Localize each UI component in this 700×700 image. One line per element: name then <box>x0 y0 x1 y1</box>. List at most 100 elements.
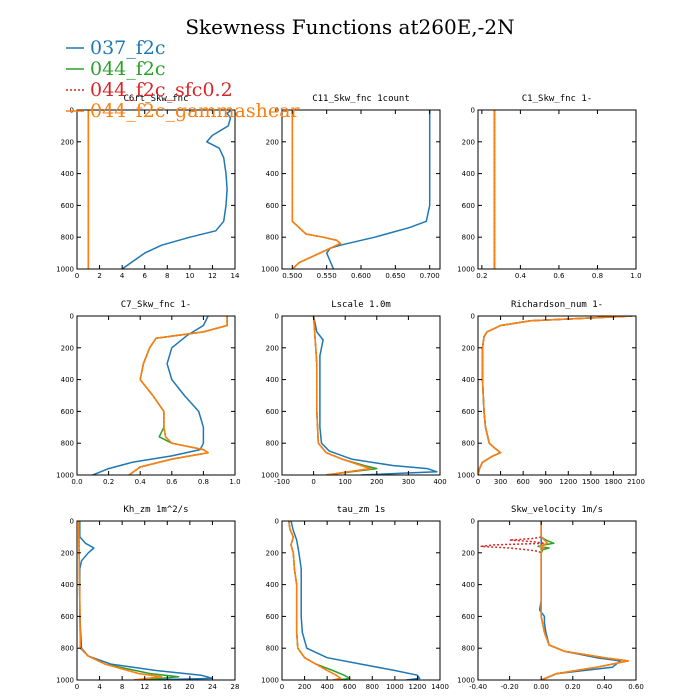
series-line-044_f2c <box>77 521 180 680</box>
series-line-044_f2c_gammashear <box>538 521 629 680</box>
y-tick-label: 1000 <box>56 266 74 274</box>
series-group <box>312 316 438 475</box>
y-tick-label: 400 <box>266 376 279 384</box>
x-tick-label: 12 <box>140 683 149 691</box>
series-line-037_f2c <box>92 316 209 475</box>
y-tick-label: 600 <box>462 408 475 416</box>
series-line-044_f2c_gammashear <box>77 521 163 680</box>
y-tick-label: 600 <box>61 408 74 416</box>
x-tick-label: 0.600 <box>351 272 371 280</box>
y-tick-label: 200 <box>462 138 475 146</box>
y-tick-label: 1000 <box>56 472 74 480</box>
x-tick-label: 0 <box>476 478 480 486</box>
y-tick-label: 600 <box>462 202 475 210</box>
x-tick-label: 2100 <box>627 478 645 486</box>
x-tick-label: 28 <box>231 683 240 691</box>
y-tick-label: 1000 <box>457 472 475 480</box>
series-line-044_f2c_sfc0.2 <box>128 316 228 475</box>
series-line-044_f2c <box>291 110 342 269</box>
y-tick-label: 800 <box>462 440 475 448</box>
panel-title: tau_zm 1s <box>337 505 386 515</box>
y-tick-label: 200 <box>462 549 475 557</box>
y-tick-label: 200 <box>266 549 279 557</box>
x-tick-label: 400 <box>320 683 333 691</box>
y-tick-label: 400 <box>462 170 475 178</box>
x-tick-label: 300 <box>402 478 415 486</box>
y-tick-label: 400 <box>266 170 279 178</box>
x-tick-label: 0 <box>75 272 79 280</box>
y-tick-label: 800 <box>462 645 475 653</box>
x-tick-label: -0.40 <box>469 683 487 691</box>
x-tick-label: 600 <box>516 478 529 486</box>
panel-7: Kh_zm 1m^2/s 0 4 8 12 16 20 24 28 0 200 400 600 800 10… <box>56 505 239 691</box>
x-tick-label: 0.8 <box>592 272 603 280</box>
series-line-044_f2c_gammashear <box>291 110 342 269</box>
x-tick-label: 0 <box>311 478 315 486</box>
x-tick-label: 0.20 <box>565 683 581 691</box>
x-tick-label: 12 <box>208 272 217 280</box>
legend-label: 044_f2c_gammashear <box>90 100 300 122</box>
y-tick-label: 800 <box>61 440 74 448</box>
series-line-044_f2c_sfc0.2 <box>480 521 629 680</box>
plot-frame <box>477 315 637 476</box>
panel-title: C11_Skw_fnc 1count <box>312 94 410 104</box>
y-tick-label: 600 <box>266 202 279 210</box>
panel-title: Skw_velocity 1m/s <box>511 505 603 515</box>
y-tick-label: 0 <box>70 518 74 526</box>
series-line-044_f2c_gammashear <box>478 316 633 475</box>
y-tick-label: 600 <box>462 613 475 621</box>
series-line-044_f2c_sfc0.2 <box>478 316 633 475</box>
y-tick-label: 800 <box>61 234 74 242</box>
y-tick-label: 200 <box>266 344 279 352</box>
x-tick-label: 600 <box>343 683 356 691</box>
y-tick-label: 200 <box>61 344 74 352</box>
series-line-037_f2c <box>121 110 233 269</box>
plot-frame <box>76 520 236 681</box>
x-tick-label: 6 <box>142 272 147 280</box>
series-group <box>87 110 233 269</box>
x-tick-label: 200 <box>298 683 311 691</box>
series-line-037_f2c <box>312 316 438 475</box>
x-tick-label: 0 <box>75 683 79 691</box>
panel-6: Richardson_num 1- 0 300 600 900 1200 1500 1800 2… <box>457 300 645 486</box>
series-line-044_f2c_gammashear <box>288 521 342 680</box>
y-tick-label: 800 <box>266 234 279 242</box>
y-tick-label: 400 <box>462 581 475 589</box>
plot-frame <box>281 520 441 681</box>
y-tick-label: 400 <box>61 581 74 589</box>
x-tick-label: 1800 <box>605 478 623 486</box>
x-tick-label: 300 <box>494 478 507 486</box>
y-tick-label: 0 <box>275 313 279 321</box>
x-tick-label: 900 <box>539 478 552 486</box>
series-line-044_f2c_sfc0.2 <box>291 110 342 269</box>
y-tick-label: 1000 <box>261 472 279 480</box>
x-tick-label: 100 <box>339 478 352 486</box>
series-line-044_f2c <box>128 316 228 475</box>
x-tick-label: 0.8 <box>198 478 209 486</box>
x-tick-label: 1000 <box>386 683 404 691</box>
x-tick-label: 8 <box>120 683 124 691</box>
x-tick-label: 8 <box>165 272 169 280</box>
legend-label: 044_f2c <box>90 58 166 80</box>
panel-title: C1_Skw_fnc 1- <box>522 94 592 104</box>
series-line-044_f2c_gammashear <box>128 316 228 475</box>
x-tick-label: 0.60 <box>628 683 644 691</box>
y-tick-label: 800 <box>61 645 74 653</box>
series-line-037_f2c <box>478 316 633 475</box>
x-tick-label: 14 <box>231 272 240 280</box>
y-tick-label: 800 <box>266 440 279 448</box>
y-tick-label: 1000 <box>457 677 475 685</box>
series-line-044_f2c <box>537 521 629 680</box>
x-tick-label: 0.40 <box>597 683 613 691</box>
y-tick-label: 800 <box>462 234 475 242</box>
panel-9: Skw_velocity 1m/s -0.40 -0.20 0.00 0.20 0.40 0… <box>457 505 644 691</box>
y-tick-label: 1000 <box>261 677 279 685</box>
panel-title: Richardson_num 1- <box>511 300 603 310</box>
x-tick-label: 24 <box>208 683 217 691</box>
x-tick-label: 4 <box>120 272 125 280</box>
x-tick-label: 0.0 <box>71 478 82 486</box>
y-tick-label: 1000 <box>261 266 279 274</box>
x-tick-label: 16 <box>163 683 172 691</box>
y-tick-label: 600 <box>266 408 279 416</box>
y-tick-label: 600 <box>61 202 74 210</box>
